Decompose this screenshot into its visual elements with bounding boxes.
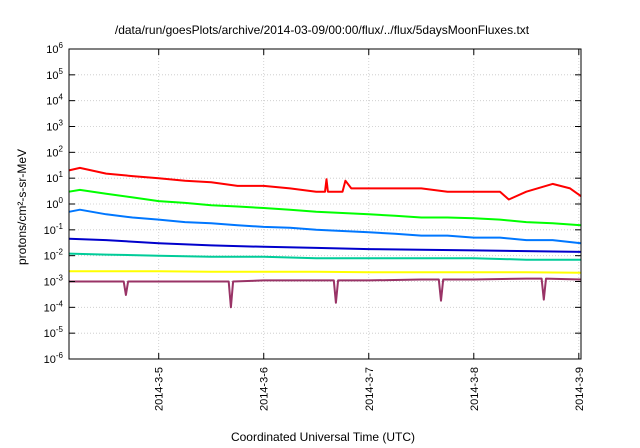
y-tick-exponent: 6 <box>59 41 64 50</box>
y-tick-exponent: -1 <box>56 222 64 231</box>
y-tick-exponent: -5 <box>56 325 64 334</box>
y-tick-base: 10 <box>44 354 56 366</box>
series-line-4 <box>68 237 582 253</box>
y-tick-exponent: 0 <box>59 196 64 205</box>
x-tick-label: 2014-3-6 <box>259 367 271 411</box>
y-tick-exponent: 1 <box>59 170 64 179</box>
series-line-6 <box>69 270 582 274</box>
y-tick-base: 10 <box>46 70 58 82</box>
y-tick-label: 106 <box>46 41 63 56</box>
x-tick-label: 2014-3-7 <box>364 367 376 411</box>
y-tick-label: 10-6 <box>44 351 64 366</box>
y-tick-label: 101 <box>46 170 63 185</box>
y-tick-label: 102 <box>46 144 63 159</box>
axes: 10610510410310210110010-110-210-310-410-… <box>44 41 586 411</box>
y-tick-base: 10 <box>46 147 58 159</box>
y-tick-label: 10-1 <box>44 222 64 237</box>
y-tick-exponent: -2 <box>56 248 64 257</box>
y-tick-base: 10 <box>44 328 56 340</box>
series-line-1 <box>68 166 582 201</box>
y-tick-base: 10 <box>46 199 58 211</box>
series-layer <box>68 166 582 309</box>
y-tick-label: 10-5 <box>44 325 64 340</box>
y-tick-label: 10-3 <box>44 274 64 289</box>
y-tick-label: 103 <box>46 119 63 134</box>
y-tick-base: 10 <box>46 96 58 108</box>
y-tick-label: 104 <box>46 93 63 108</box>
x-tick-label: 2014-3-8 <box>469 367 481 411</box>
grid <box>69 49 581 359</box>
series-line-2 <box>68 188 582 227</box>
y-tick-exponent: 4 <box>59 93 64 102</box>
y-tick-label: 105 <box>46 67 63 82</box>
y-tick-label: 100 <box>46 196 63 211</box>
y-tick-label: 10-4 <box>44 299 64 314</box>
x-axis-label: Coordinated Universal Time (UTC) <box>231 430 415 444</box>
y-tick-exponent: -6 <box>56 351 64 360</box>
series-line-3 <box>68 208 582 245</box>
y-tick-base: 10 <box>44 277 56 289</box>
y-tick-label: 10-2 <box>44 248 64 263</box>
y-tick-exponent: -3 <box>56 274 64 283</box>
y-tick-base: 10 <box>46 122 58 134</box>
series-line-5 <box>68 252 581 261</box>
y-tick-base: 10 <box>46 44 58 56</box>
y-tick-base: 10 <box>44 251 56 263</box>
y-tick-exponent: 2 <box>59 144 64 153</box>
y-tick-exponent: -4 <box>56 299 64 308</box>
y-tick-base: 10 <box>46 173 58 185</box>
y-tick-exponent: 5 <box>59 67 64 76</box>
y-tick-base: 10 <box>44 225 56 237</box>
x-tick-label: 2014-3-9 <box>574 367 586 411</box>
y-tick-exponent: 3 <box>59 119 64 128</box>
chart-title: /data/run/goesPlots/archive/2014-03-09/0… <box>115 23 530 37</box>
series-line-7 <box>69 277 582 309</box>
x-tick-label: 2014-3-5 <box>154 367 166 411</box>
y-axis-label: protons/cm²-s-sr-MeV <box>15 149 29 265</box>
y-tick-base: 10 <box>44 302 56 314</box>
